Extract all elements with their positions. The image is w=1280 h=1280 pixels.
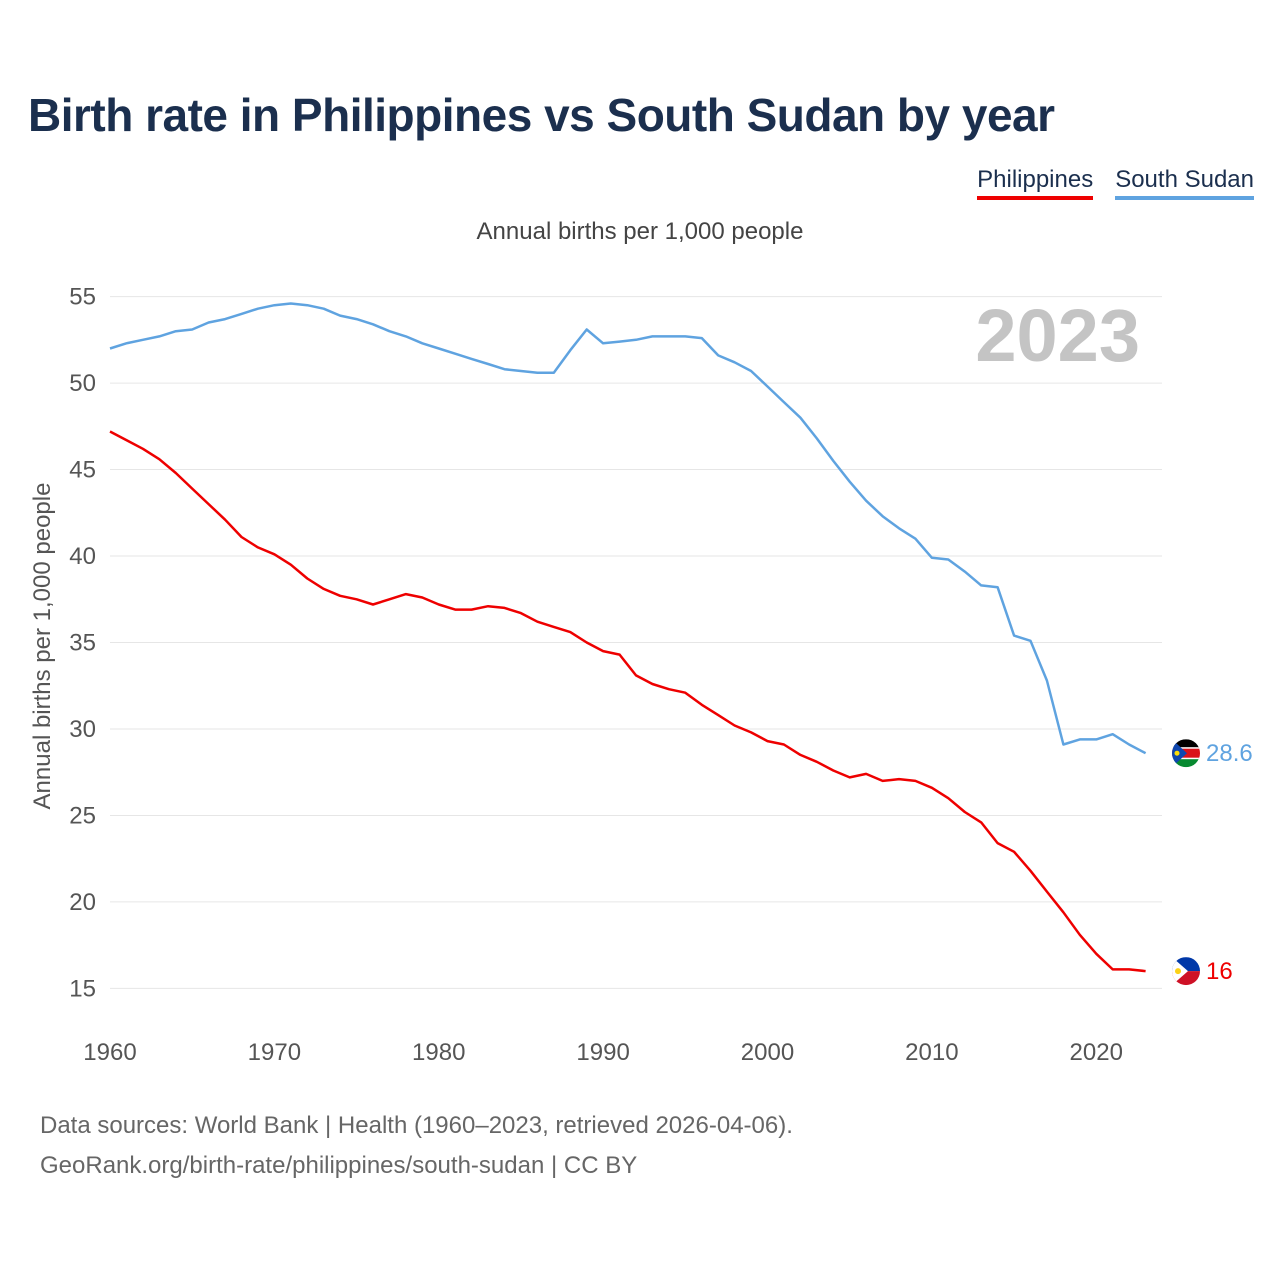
data-source-text: Data sources: World Bank | Health (1960–… bbox=[40, 1112, 793, 1139]
y-tick-label: 25 bbox=[69, 802, 96, 829]
south-sudan-flag-icon bbox=[1172, 739, 1200, 768]
y-tick-label: 20 bbox=[69, 889, 96, 916]
chart-subtitle: Annual births per 1,000 people bbox=[476, 218, 804, 245]
series-line-south-sudan bbox=[109, 302, 1147, 755]
legend-item-philippines[interactable]: Philippines bbox=[977, 166, 1094, 200]
x-axis-ticks: 1960 1970 1980 1990 2000 2010 2020 bbox=[83, 1039, 1123, 1066]
y-tick-label: 15 bbox=[69, 975, 96, 1002]
attribution-text: GeoRank.org/birth-rate/philippines/south… bbox=[40, 1152, 638, 1179]
y-tick-label: 50 bbox=[69, 370, 96, 397]
chart-title: Birth rate in Philippines vs South Sudan… bbox=[28, 89, 1055, 141]
x-tick-label: 2000 bbox=[741, 1039, 794, 1066]
x-tick-label: 2010 bbox=[905, 1039, 958, 1066]
x-tick-label: 1960 bbox=[83, 1039, 136, 1066]
x-tick-label: 1990 bbox=[576, 1039, 629, 1066]
y-axis-ticks: 15 20 25 30 35 40 45 50 55 bbox=[69, 284, 96, 1003]
legend-item-south-sudan[interactable]: South Sudan bbox=[1115, 166, 1254, 200]
x-tick-label: 1970 bbox=[248, 1039, 301, 1066]
year-watermark: 2023 bbox=[975, 294, 1140, 377]
y-tick-label: 40 bbox=[69, 543, 96, 570]
legend: Philippines South Sudan bbox=[977, 166, 1254, 200]
series-line-philippines bbox=[109, 430, 1146, 973]
x-tick-label: 1980 bbox=[412, 1039, 465, 1066]
y-tick-label: 30 bbox=[69, 716, 96, 743]
end-value-label-philippines: 16 bbox=[1206, 958, 1233, 985]
x-tick-label: 2020 bbox=[1070, 1039, 1123, 1066]
gridlines bbox=[110, 296, 1162, 989]
series-end-markers: 16 28.6 bbox=[1172, 739, 1253, 986]
y-tick-label: 55 bbox=[69, 284, 96, 311]
y-tick-label: 35 bbox=[69, 630, 96, 657]
footer: Data sources: World Bank | Health (1960–… bbox=[40, 1106, 793, 1186]
philippines-flag-icon bbox=[1172, 957, 1200, 986]
end-value-label-south-sudan: 28.6 bbox=[1206, 740, 1253, 767]
y-tick-label: 45 bbox=[69, 457, 96, 484]
series-lines bbox=[109, 302, 1147, 973]
y-axis-label: Annual births per 1,000 people bbox=[29, 483, 56, 810]
